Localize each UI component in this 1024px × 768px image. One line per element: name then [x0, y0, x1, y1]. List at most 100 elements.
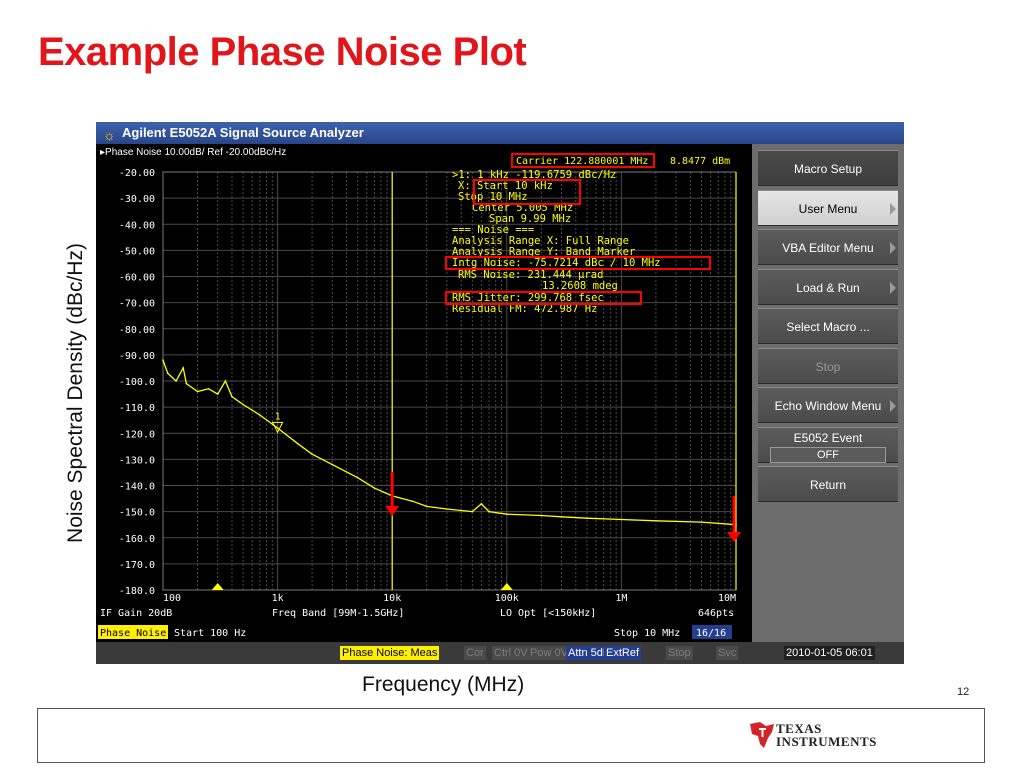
softkey-macro-setup[interactable]: Macro Setup [758, 150, 898, 186]
chevron-right-icon [890, 281, 896, 294]
status-indicator: ExtRef [604, 646, 642, 660]
annotation-line: Stop 10 MHz [458, 191, 528, 203]
trace-point [540, 514, 543, 517]
analyzer-window: ☼ Agilent E5052A Signal Source Analyzer … [96, 122, 904, 664]
annotation-line: Residual FM: 472.987 Hz [452, 303, 597, 315]
window-title: Agilent E5052A Signal Source Analyzer [122, 125, 364, 140]
trace-header: ▸Phase Noise 10.00dB/ Ref -20.00dBc/Hz [100, 147, 287, 158]
softkey-e5052-event[interactable]: E5052 Event OFF [758, 426, 898, 463]
status-datetime: 2010-01-05 06:01 [784, 646, 875, 660]
trace-point [182, 367, 184, 369]
status-bar: Phase Noise: Meas Cor Ctrl 0V Pow 0V Attn 5… [96, 642, 904, 664]
softkey-return[interactable]: Return [758, 466, 898, 502]
trace-point [224, 380, 227, 382]
softkey-echo-window-menu[interactable]: Echo Window Menu [758, 387, 898, 423]
trace-point [506, 513, 508, 515]
ti-logo-text: Texas Instruments [776, 722, 877, 748]
status-indicator: Attn 5dB [566, 646, 613, 660]
x-tick-label: 1k [272, 593, 284, 604]
softkey-label: Echo Window Menu [774, 399, 882, 413]
chevron-right-icon [890, 202, 896, 215]
trace-point [480, 503, 483, 505]
trace-point [655, 520, 657, 522]
info-row-2-item: 16/16 [696, 628, 726, 639]
softkey-label: User Menu [798, 201, 858, 216]
trace-point [175, 380, 177, 382]
phase-noise-plot[interactable]: -20.00 -30.00 -40.00 -50.00 -60.00 -70.00 -80.… [96, 144, 752, 642]
ti-logo-line-1: Texas [776, 721, 822, 736]
status-indicator: Stop [666, 646, 693, 660]
info-row-2-item: Start 100 Hz [174, 628, 246, 639]
status-indicator: Pow 0V [528, 646, 570, 660]
trace-point [231, 395, 233, 398]
y-tick-label: -150.0 [119, 508, 155, 519]
softkey-stop: Stop [758, 347, 898, 384]
y-tick-label: -90.00 [119, 351, 155, 362]
chevron-right-icon [890, 400, 896, 412]
trace-point [207, 388, 210, 390]
info-area [96, 604, 752, 642]
trace-point [356, 476, 359, 479]
softkey-label: Stop [815, 359, 841, 374]
y-tick-label: -140.0 [119, 482, 155, 493]
annotation-line: Intg Noise: -75.7214 dBc / 10 MHz [452, 257, 661, 269]
ti-logo-line-2: Instruments [776, 734, 877, 749]
marker-1-label: 1 [275, 411, 281, 422]
softkey-select-macro[interactable]: Select Macro ... [758, 308, 898, 344]
y-axis-title: Noise Spectral Density (dBc/Hz) [64, 242, 87, 543]
rms-jitter-highlight-box [445, 291, 642, 305]
trace-point [471, 510, 474, 513]
x-tick-label: 10M [718, 593, 736, 604]
softkey-load-run[interactable]: Load & Run [758, 268, 898, 305]
y-tick-label: -50.00 [119, 246, 155, 257]
slide-title: Example Phase Noise Plot [38, 30, 527, 74]
y-tick-label: -100.0 [119, 377, 155, 388]
texas-instruments-logo-icon [750, 722, 774, 748]
annotation-line: RMS Jitter: 299.768 fsec [452, 292, 604, 304]
x-tick-label: 100k [495, 593, 519, 604]
arrow-start-icon [385, 506, 400, 516]
annotation-line: RMS Noise: 231.444 µrad [458, 269, 603, 281]
annotation-line: >1: 1 kHz -119.6759 dBc/Hz [452, 169, 616, 181]
status-indicator: Ctrl 0V [492, 646, 530, 660]
trace-point [446, 508, 448, 510]
y-tick-label: -20.00 [119, 168, 155, 179]
sweep-range-highlight-box [473, 179, 581, 205]
trace-point [276, 427, 279, 429]
range-handle-left-icon [211, 583, 224, 590]
measurement-screen[interactable]: ▸Phase Noise 10.00dB/ Ref -20.00dBc/Hz -… [96, 144, 752, 642]
softkey-label: Macro Setup [793, 162, 863, 176]
info-row-1-item: Freq Band [99M-1.5GHz] [272, 608, 404, 619]
trace-point [560, 516, 563, 518]
annotation-line: Analysis Range Y: Band Marker [452, 246, 635, 258]
x-tick-label: 10k [383, 593, 401, 604]
carrier-frequency: Carrier 122.880001 MHz [516, 156, 648, 167]
annotation-line: X: Start 10 kHz [458, 180, 553, 192]
annotation-line: 13.2608 mdeg [542, 280, 618, 292]
info-row-1-item: 646pts [698, 608, 734, 619]
window-titlebar: ☼ Agilent E5052A Signal Source Analyzer [96, 122, 904, 144]
carrier-highlight-box [511, 153, 655, 168]
info-row-2-item: Phase Noise [100, 628, 166, 639]
marker-1-icon [271, 421, 284, 434]
softkey-user-menu[interactable]: User Menu [758, 189, 898, 226]
info-row-1-item: LO Opt [<150kHz] [500, 608, 596, 619]
x-axis-title: Frequency (MHz) [362, 673, 525, 696]
trace-point [259, 414, 261, 416]
trace-point [620, 518, 623, 521]
x-tick-label: 100 [163, 593, 181, 604]
softkey-vba-editor-menu[interactable]: VBA Editor Menu [758, 229, 898, 265]
status-measurement[interactable]: Phase Noise: Meas [340, 646, 440, 660]
annotation-line: Span 9.99 MHz [489, 213, 571, 225]
y-tick-label: -40.00 [119, 220, 155, 231]
trace-point [216, 393, 219, 395]
carrier-level: 8.8477 dBm [670, 156, 730, 167]
arrow-stop-icon [727, 532, 741, 542]
trace-point [162, 359, 164, 361]
info-row-2-item: Stop 10 MHz [614, 628, 680, 639]
y-tick-label: -80.00 [119, 325, 155, 336]
page-number: 12 [957, 686, 970, 698]
integrated-noise-highlight-box [445, 256, 711, 270]
trace-point [311, 453, 313, 456]
annotation-line: === Noise === [452, 224, 534, 236]
